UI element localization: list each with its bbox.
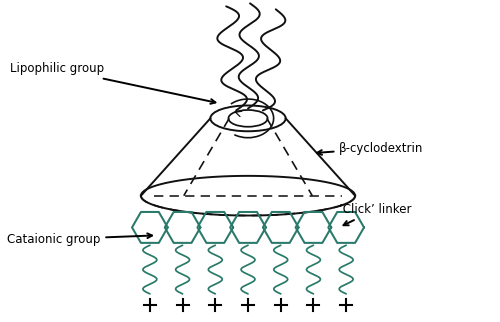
Text: Lipophilic group: Lipophilic group — [10, 62, 216, 104]
Text: ’Click’ linker: ’Click’ linker — [339, 203, 411, 225]
Text: β-cyclodextrin: β-cyclodextrin — [317, 142, 424, 155]
Text: Cataionic group: Cataionic group — [7, 233, 152, 246]
